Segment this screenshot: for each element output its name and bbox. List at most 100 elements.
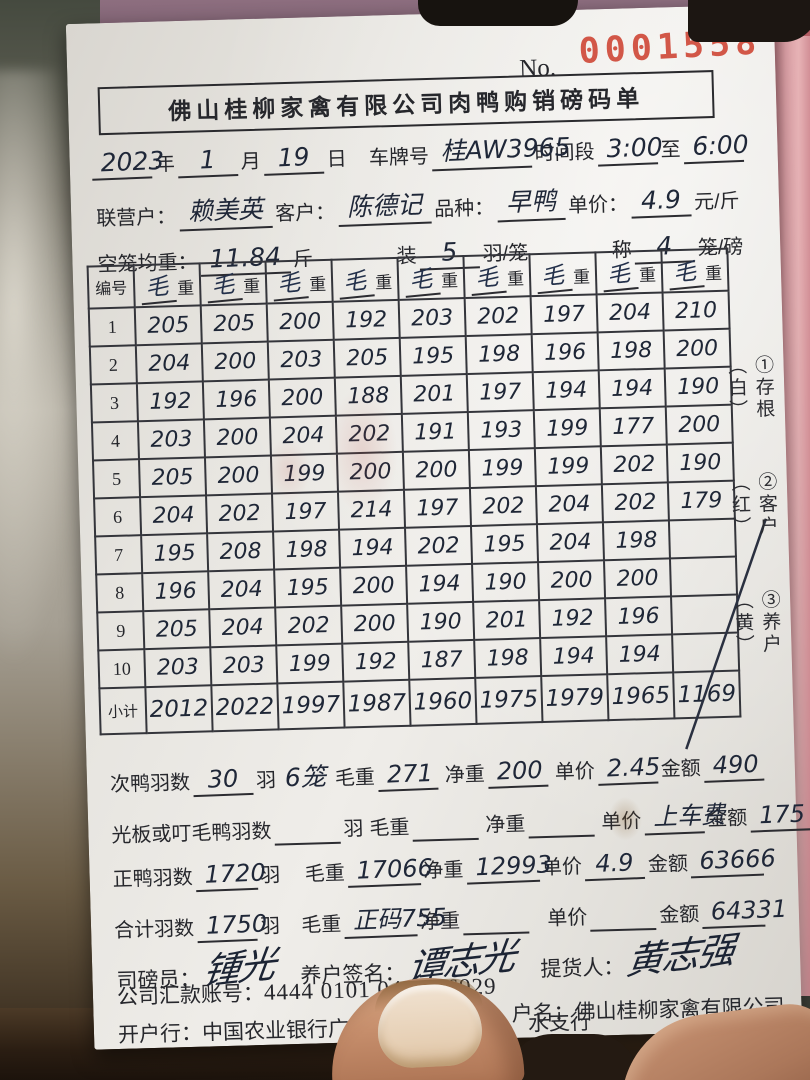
weight-cell: 1965 <box>607 672 675 721</box>
seg-p-0-12: 金额 <box>660 757 702 781</box>
weight-cell: 192 <box>342 641 410 682</box>
weight-cell: 203 <box>267 339 335 380</box>
seg-p-1-6: 单价： <box>567 193 629 218</box>
seg-h-0-2: 1 <box>177 144 239 179</box>
seg-h-1-3: 陈德记 <box>337 184 432 228</box>
weight-cell: 191 <box>401 412 469 452</box>
weight-cell: 1997 <box>277 681 345 730</box>
weight-cell: 202 <box>206 493 274 534</box>
col-header-gross-weight: 毛重 <box>595 250 663 295</box>
col-header-gross-weight: 毛重 <box>331 257 399 302</box>
weight-cell: 203 <box>210 645 278 686</box>
header-handwritten-mao: 毛 <box>336 260 375 300</box>
weight-cell: 205 <box>143 609 211 650</box>
weight-cell: 200 <box>266 301 334 342</box>
bare-duck-line: 光板或叮毛鸭羽数羽毛重 净重 单价 上车费 金额 175 <box>108 794 810 850</box>
header-handwritten-mao: 毛 <box>138 266 177 306</box>
seg-p-0-7: 净重 <box>444 763 486 787</box>
header-handwritten-mao: 毛 <box>468 256 507 297</box>
weight-table: 编号毛重毛重毛重毛重毛重毛重毛重毛重毛重 1 205 205 200 192 203 202 1… <box>87 248 742 736</box>
col-header-gross-weight: 毛重 <box>463 254 531 299</box>
weight-cell: 201 <box>400 374 468 414</box>
seg-u-1-4 <box>412 813 479 842</box>
col-header-gross-weight: 毛重 <box>397 256 465 300</box>
header-printed-zhong: 重 <box>242 276 261 297</box>
header-printed-zhong: 重 <box>506 269 525 289</box>
row-id: 3 <box>90 383 138 423</box>
weight-cell: 201 <box>473 600 541 640</box>
row-id: 7 <box>95 535 143 575</box>
col-header-gross-weight: 毛重 <box>133 263 201 308</box>
header-printed-zhong: 重 <box>440 271 459 291</box>
weight-cell: 202 <box>601 482 669 523</box>
seg-h-2-9: 4.9 <box>584 847 646 882</box>
row-id: 10 <box>98 649 146 689</box>
row-id: 9 <box>97 611 145 651</box>
weight-cell: 203 <box>398 298 466 338</box>
weight-cell: 2012 <box>145 685 213 734</box>
seg-p-1-3: 毛重 <box>369 816 410 840</box>
weight-cell: 1960 <box>409 677 477 726</box>
signature-name-2: 黄志强 <box>623 928 737 984</box>
weight-table-wrap: 编号毛重毛重毛重毛重毛重毛重毛重毛重毛重 1 205 205 200 192 203 202 1… <box>87 247 768 750</box>
weight-cell: 188 <box>334 375 402 416</box>
weight-cell: 205 <box>333 337 401 378</box>
weight-cell: 204 <box>535 484 603 525</box>
weight-cell: 198 <box>273 529 341 570</box>
seg-p-1-0: 光板或叮毛鸭羽数 <box>111 820 272 848</box>
weight-cell: 203 <box>144 647 212 688</box>
weight-cell: 190 <box>407 601 475 642</box>
weight-cell: 194 <box>598 368 666 409</box>
weight-cell: 202 <box>464 296 532 337</box>
seg-p-1-2: 客户： <box>274 201 336 226</box>
background-left-highlight <box>0 70 80 670</box>
copy-legend-2: ②客户（红） <box>728 471 778 540</box>
background-dark-blob <box>418 0 578 26</box>
seg-p-1-9: 单价 <box>601 810 642 834</box>
weight-cell: 204 <box>536 522 604 563</box>
weight-cell: 196 <box>531 332 599 373</box>
weight-cell: 203 <box>137 419 205 460</box>
seg-u-1-1 <box>274 817 341 846</box>
weight-cell: 194 <box>606 634 674 675</box>
weight-cell: 200 <box>336 451 404 492</box>
weight-cell: 196 <box>605 596 673 637</box>
header-handwritten-mao: 毛 <box>402 258 441 298</box>
seg-h-0-13: 490 <box>703 749 765 783</box>
weight-cell: 205 <box>200 303 268 344</box>
header-handwritten-mao: 毛 <box>534 254 573 295</box>
seg-h-2-5: 17066 <box>347 854 434 888</box>
seg-gap-2-3 <box>284 889 303 890</box>
weight-cell: 200 <box>204 455 273 496</box>
weight-cell: 197 <box>466 372 534 413</box>
weight-cell: 204 <box>208 569 276 610</box>
seg-h-1-1: 赖美英 <box>178 188 273 232</box>
weight-cell: 1987 <box>343 679 411 728</box>
weight-cell: 197 <box>403 487 471 528</box>
header-printed-zhong: 重 <box>704 263 723 284</box>
weight-cell: 214 <box>337 489 406 530</box>
weight-cell: 194 <box>532 370 600 411</box>
account-label: 公司汇款账号： <box>116 981 265 1010</box>
weight-cell: 204 <box>135 343 203 384</box>
seg-p-2-0: 正鸭羽数 <box>112 866 194 892</box>
header-handwritten-mao: 毛 <box>600 253 639 293</box>
seg-h-2-11: 63666 <box>690 844 777 879</box>
col-header-id: 编号 <box>87 265 135 309</box>
seg-p-1-8: 元/斤 <box>693 190 740 214</box>
bank-label: 开户行： <box>117 1021 203 1048</box>
weight-cell: 195 <box>274 567 342 608</box>
weight-cell: 192 <box>136 381 204 422</box>
seg-p-0-4: 毛重 <box>334 766 376 790</box>
weight-cell: 194 <box>540 636 608 677</box>
weight-cell: 194 <box>406 563 474 604</box>
weight-cell: 195 <box>399 336 467 376</box>
weight-cell: 205 <box>138 457 207 498</box>
seg-h-1-7: 4.9 <box>630 184 692 219</box>
seg-p-1-0: 联营户： <box>95 206 177 231</box>
weight-cell: 198 <box>465 334 533 375</box>
weight-cell: 195 <box>470 524 539 564</box>
seg-p-1-2: 羽 <box>343 818 364 841</box>
weight-cell: 1975 <box>475 676 543 724</box>
weight-cell: 200 <box>340 565 408 606</box>
